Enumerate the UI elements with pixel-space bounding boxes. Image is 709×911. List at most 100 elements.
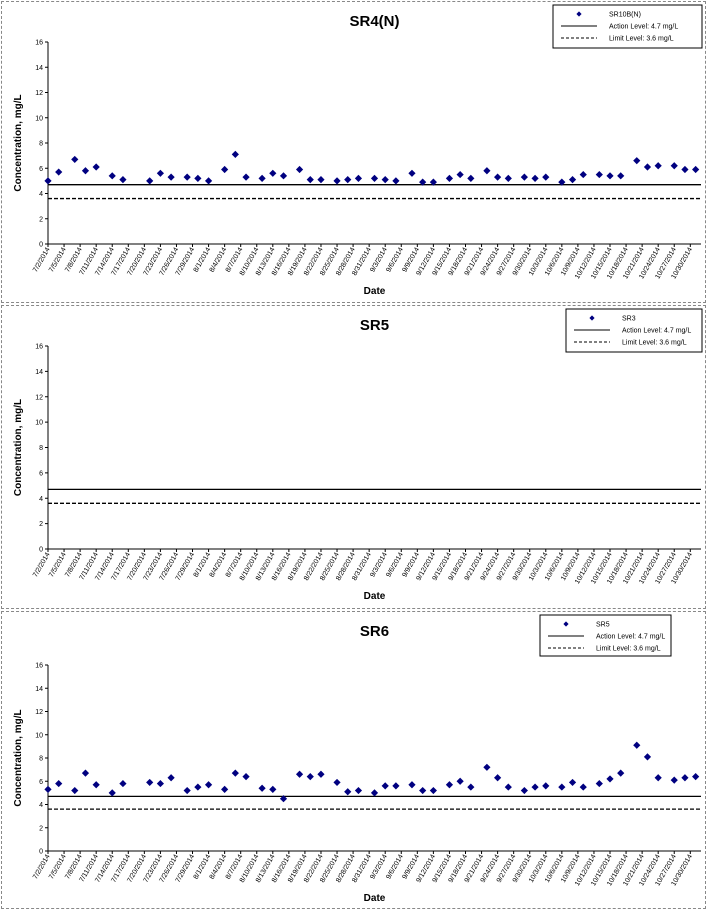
sr6-legend-marker <box>563 621 569 627</box>
sr5-x-axis-label: Date <box>364 591 386 602</box>
sr4-n-data-point <box>167 173 175 181</box>
sr5-y-tick-label: 0 <box>39 547 43 554</box>
sr6-data-point <box>81 769 90 777</box>
sr6-title: SR6 <box>360 623 389 640</box>
sr6-data-point <box>279 795 288 803</box>
sr5-title: SR5 <box>360 317 389 334</box>
sr6-data-point <box>344 788 352 796</box>
sr6-data-point <box>467 783 475 791</box>
sr4-n-data-point <box>381 176 389 184</box>
sr5-y-tick-label: 16 <box>35 344 43 351</box>
sr6-data-point <box>494 774 502 782</box>
sr6-data-point <box>119 779 127 788</box>
sr6-data-point <box>146 778 154 787</box>
sr6-data-point <box>633 741 641 749</box>
sr6-y-tick-label: 8 <box>39 756 43 763</box>
sr6-data-point <box>231 769 239 777</box>
sr5-y-tick-label: 12 <box>35 394 43 401</box>
sr4-n-data-point <box>258 174 266 182</box>
sr4-n-data-point <box>204 177 213 185</box>
sr6-data-point <box>558 783 566 791</box>
sr4-n-legend-series-label: SR10B(N) <box>609 12 641 19</box>
sr6-data-point <box>71 786 79 795</box>
sr5-legend-series-label: SR3 <box>622 316 636 323</box>
sr4-n-data-point <box>408 169 416 177</box>
sr6-data-point <box>204 781 213 789</box>
sr6-data-point <box>429 786 437 795</box>
sr6-y-tick-label: 2 <box>39 825 43 832</box>
sr6-y-tick-label: 0 <box>39 849 43 856</box>
sr4-n-y-tick-label: 0 <box>39 242 43 249</box>
sr4-n-data-point <box>354 174 363 182</box>
sr6-data-point <box>670 776 678 784</box>
sr6-y-tick-label: 10 <box>35 732 43 739</box>
sr4-n-data-point <box>146 177 154 185</box>
sr4-n-legend: SR10B(N) Action Level: 4.7 mg/L Limit Leve… <box>552 4 703 49</box>
sr4-n-y-tick-label: 14 <box>35 65 43 72</box>
sr4-n-y-tick-label: 16 <box>35 40 43 47</box>
sr4-n-data-point <box>119 176 127 184</box>
sr4-n-data-point <box>44 177 52 185</box>
sr4-n-y-tick-label: 6 <box>39 166 43 173</box>
sr4-n-y-tick-label: 10 <box>35 115 43 122</box>
sr4-n-data-point <box>467 174 475 182</box>
sr4-n-data-point <box>156 169 165 177</box>
sr5-y-tick-label: 8 <box>39 445 43 452</box>
sr4-n-data-point <box>445 174 454 182</box>
sr4-n-data-point <box>558 178 566 186</box>
sr5-y-tick-label: 2 <box>39 521 43 528</box>
sr6-data-point <box>595 779 603 788</box>
sr6-data-point <box>258 784 266 792</box>
sr4-n-y-tick-label: 8 <box>39 141 43 148</box>
sr6-data-point <box>643 753 652 761</box>
sr4-n-data-point <box>520 173 528 181</box>
chart-sr5: SR502468101214167/2/20147/5/20147/8/2014… <box>13 308 703 602</box>
sr6-data-point <box>354 786 363 795</box>
sr6-data-point <box>579 783 587 791</box>
sr4-n-data-point <box>370 174 379 182</box>
sr6-data-point <box>654 774 662 782</box>
sr5-y-tick-label: 6 <box>39 470 43 477</box>
sr6-y-axis-label: Concentration, mg/L <box>13 709 24 806</box>
sr6-data-point <box>156 779 165 788</box>
sr4-n-x-axis-label: Date <box>364 286 386 297</box>
sr6-data-point <box>108 789 116 797</box>
sr4-n-data-point <box>670 162 678 170</box>
sr6-data-point <box>445 781 454 789</box>
sr4-n-data-point <box>606 172 614 180</box>
sr6-data-point <box>681 774 689 782</box>
sr6-data-point <box>419 786 427 795</box>
sr4-n-data-point <box>419 178 427 186</box>
sr4-n-data-point <box>279 172 288 180</box>
sr6-data-point <box>692 773 700 781</box>
sr4-n-data-point <box>108 172 116 180</box>
sr5-legend-line-label: Action Level: 4.7 mg/L <box>622 328 691 335</box>
sr6-data-point <box>606 775 614 783</box>
sr4-n-data-point <box>483 167 491 175</box>
sr4-n-y-tick-label: 2 <box>39 216 43 223</box>
sr6-x-axis-label: Date <box>364 893 386 904</box>
sr6-data-point <box>504 783 512 791</box>
sr4-n-data-point <box>344 176 352 184</box>
sr6-y-tick-label: 6 <box>39 779 43 786</box>
sr6-data-point <box>456 777 464 785</box>
sr4-n-data-point <box>221 165 229 174</box>
sr5-legend: SR3 Action Level: 4.7 mg/L Limit Level: 3.… <box>565 308 703 353</box>
sr6-data-point <box>370 789 379 797</box>
sr5-y-tick-label: 10 <box>35 420 43 427</box>
sr4-n-data-point <box>633 157 641 165</box>
sr4-n-data-point <box>55 168 63 176</box>
sr5-y-axis-label: Concentration, mg/L <box>13 399 24 496</box>
sr4-n-data-point <box>692 165 700 174</box>
sr6-data-point <box>333 778 341 787</box>
sr4-n-data-point <box>568 176 577 184</box>
sr6-data-point <box>617 769 625 777</box>
chart-sr6: SR602468101214167/2/20147/5/20147/8/2014… <box>13 614 701 904</box>
sr4-n-data-point <box>71 155 79 164</box>
sr4-n-data-point <box>317 176 325 184</box>
sr6-data-point <box>408 781 416 789</box>
sr6-data-point <box>483 763 491 771</box>
sr6-data-point <box>317 770 325 778</box>
sr4-n-data-point <box>306 176 314 184</box>
sr4-n-data-point <box>579 170 587 179</box>
